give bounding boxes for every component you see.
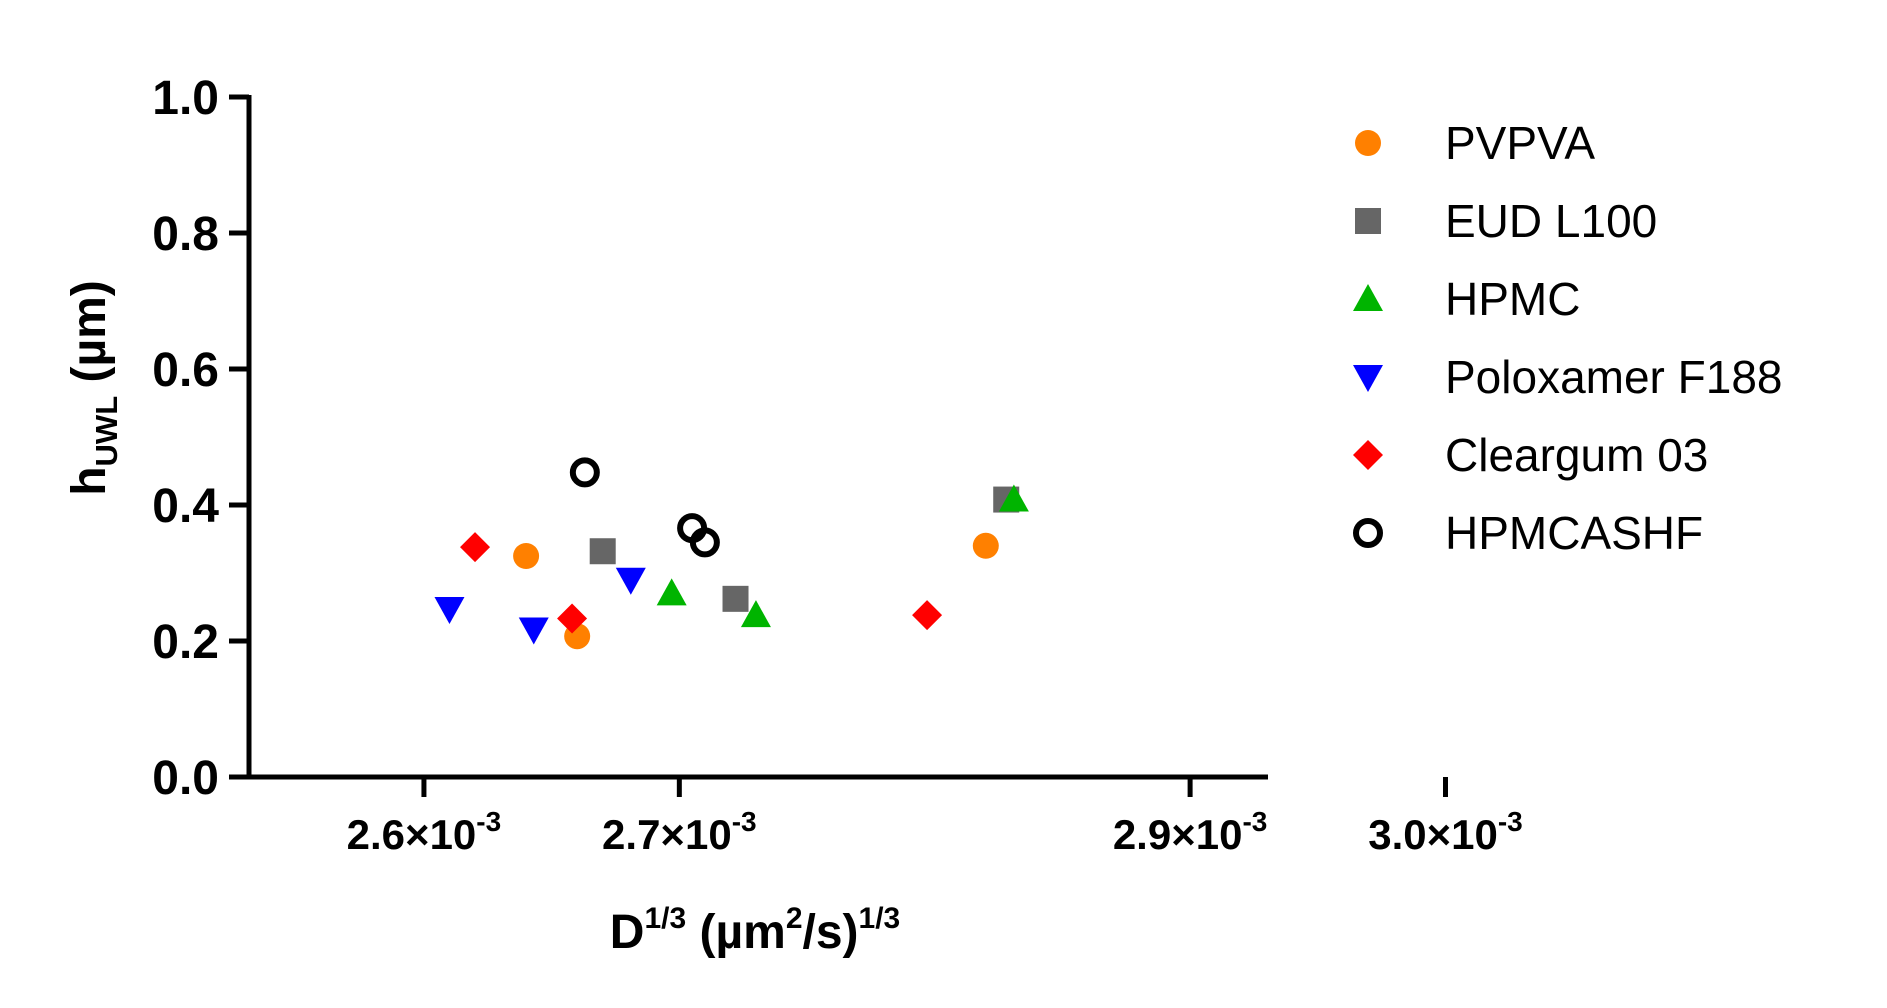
legend-label-eud-l100: EUD L100 bbox=[1445, 195, 1657, 247]
x-axis-title-mid2: /s) bbox=[803, 906, 859, 959]
x-axis-title-mid: (µm bbox=[686, 906, 786, 959]
legend-item-pvpva: PVPVA bbox=[1355, 117, 1595, 169]
point-hpmc bbox=[998, 484, 1029, 512]
point-cleargum-03 bbox=[557, 603, 588, 634]
point-poloxamer-f188 bbox=[434, 597, 465, 625]
point-pvpva bbox=[513, 543, 540, 569]
data-points bbox=[434, 457, 1029, 650]
point-pvpva bbox=[972, 532, 999, 559]
y-tick-label: 0.0 bbox=[152, 752, 219, 805]
legend-label-hpmc: HPMC bbox=[1445, 273, 1580, 325]
y-axis-ticks: 0.0 0.2 0.4 0.6 0.8 1.0 bbox=[152, 72, 249, 805]
legend-marker-eud-l100 bbox=[1355, 208, 1381, 234]
x-axis-title-sup2: 2 bbox=[786, 902, 803, 935]
y-axis-title-sub: UWL bbox=[89, 396, 124, 467]
point-hpmcashf bbox=[689, 527, 720, 558]
legend-marker-hpmcashf bbox=[1353, 518, 1383, 548]
legend-label-cleargum-03: Cleargum 03 bbox=[1445, 429, 1708, 481]
legend-label-hpmcashf: HPMCASHF bbox=[1445, 507, 1703, 559]
axes bbox=[246, 95, 1268, 780]
point-poloxamer-f188 bbox=[615, 567, 646, 595]
legend-label-pvpva: PVPVA bbox=[1445, 117, 1595, 169]
point-eud-l100 bbox=[722, 585, 749, 612]
legend-item-cleargum-03: Cleargum 03 bbox=[1353, 429, 1708, 481]
legend-item-hpmc: HPMC bbox=[1353, 273, 1580, 325]
y-tick-label: 0.8 bbox=[152, 208, 219, 261]
x-tick-label: 2.9×10-3 bbox=[1113, 806, 1268, 858]
legend-marker-poloxamer-f188 bbox=[1353, 365, 1383, 392]
point-hpmc bbox=[656, 578, 687, 606]
point-poloxamer-f188 bbox=[518, 617, 549, 645]
y-axis-title: hUWL (µm) bbox=[63, 280, 124, 496]
point-cleargum-03 bbox=[460, 532, 491, 563]
x-axis-title: D1/3 (µm2/s)1/3 bbox=[610, 902, 900, 959]
legend-marker-cleargum-03 bbox=[1353, 440, 1383, 470]
y-axis-title-rest: (µm) bbox=[63, 280, 116, 396]
y-tick-label: 0.6 bbox=[152, 344, 219, 397]
x-axis-title-sup1: 1/3 bbox=[644, 902, 686, 935]
point-hpmcashf bbox=[569, 457, 600, 488]
point-hpmc bbox=[740, 600, 771, 628]
legend-marker-pvpva bbox=[1355, 130, 1381, 156]
point-cleargum-03 bbox=[912, 600, 943, 631]
x-axis-ticks: 2.6×10-3 2.7×10-3 2.9×10-3 3.0×10-3 bbox=[347, 777, 1523, 858]
legend: PVPVA EUD L100 HPMC Poloxamer F188 Cleargum … bbox=[1353, 117, 1783, 559]
y-tick-label: 0.2 bbox=[152, 616, 219, 669]
point-eud-l100 bbox=[589, 538, 616, 565]
svg-text:hUWL (µm): hUWL (µm) bbox=[63, 280, 124, 496]
x-axis-title-main: D bbox=[610, 906, 645, 959]
y-tick-label: 0.4 bbox=[152, 480, 219, 533]
x-tick-label: 2.6×10-3 bbox=[347, 806, 502, 858]
legend-item-eud-l100: EUD L100 bbox=[1355, 195, 1657, 247]
legend-item-hpmcashf: HPMCASHF bbox=[1353, 507, 1703, 559]
x-tick-label: 2.7×10-3 bbox=[602, 806, 757, 858]
legend-item-poloxamer-f188: Poloxamer F188 bbox=[1353, 351, 1783, 403]
legend-label-poloxamer-f188: Poloxamer F188 bbox=[1445, 351, 1783, 403]
legend-marker-hpmc bbox=[1353, 284, 1383, 311]
x-tick-label: 3.0×10-3 bbox=[1368, 806, 1523, 858]
y-axis-title-main: h bbox=[63, 466, 116, 495]
x-axis-title-sup3: 1/3 bbox=[859, 902, 901, 935]
svg-text:D1/3 (µm2/s)1/3: D1/3 (µm2/s)1/3 bbox=[610, 902, 900, 959]
y-tick-label: 1.0 bbox=[152, 72, 219, 125]
